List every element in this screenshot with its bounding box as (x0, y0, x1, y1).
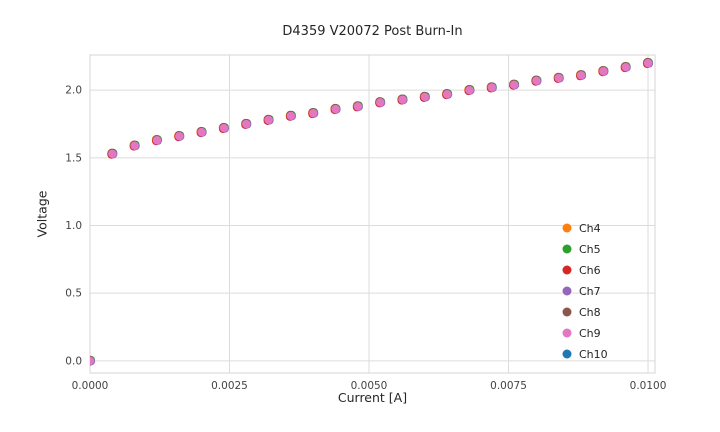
data-point (152, 136, 162, 145)
data-point (242, 119, 251, 129)
legend-marker-ch9 (562, 328, 572, 338)
x-tick-label: 0.0025 (211, 380, 248, 392)
legend-item-ch4: Ch4 (562, 222, 601, 235)
x-tick-label: 0.0000 (72, 380, 109, 392)
legend-marker-ch6 (562, 265, 572, 275)
data-point (465, 85, 474, 95)
legend-item-ch7: Ch7 (562, 285, 601, 298)
data-point (554, 73, 563, 83)
x-tick-label: 0.0050 (351, 380, 388, 392)
y-tick-label: 0.5 (65, 288, 82, 300)
data-point (175, 131, 184, 141)
gridlines (89, 55, 655, 373)
legend-label: Ch6 (579, 264, 601, 277)
data-point (353, 102, 363, 111)
data-point (375, 98, 385, 107)
series-ch6 (90, 59, 652, 366)
data-point (576, 71, 586, 80)
x-axis-label: Current [A] (337, 390, 408, 405)
series-ch9 (90, 58, 653, 366)
legend-item-ch8: Ch8 (562, 306, 601, 319)
legend-marker-ch8 (562, 307, 572, 317)
data-point (532, 76, 541, 85)
legend-marker-ch7 (562, 286, 572, 296)
data-point (442, 90, 452, 99)
legend-label: Ch5 (579, 243, 601, 256)
legend-label: Ch10 (579, 348, 608, 361)
chart-title: D4359 V20072 Post Burn-In (282, 24, 463, 39)
legend-label: Ch7 (579, 285, 601, 298)
data-point (108, 149, 117, 158)
data-point (398, 95, 407, 104)
data-point (219, 123, 229, 133)
legend: Ch4 Ch5 Ch6 Ch7 Ch8 Ch9 Ch10 (562, 222, 608, 361)
data-point (331, 104, 340, 114)
legend-label: Ch8 (579, 306, 601, 319)
plot-border (89, 54, 656, 374)
data-point (309, 108, 318, 118)
data-point (130, 141, 139, 150)
legend-marker-ch10 (562, 349, 572, 359)
legend-label: Ch9 (579, 327, 601, 340)
data-point (487, 83, 496, 92)
x-tick-label: 0.0075 (490, 380, 527, 392)
series-ch5 (90, 58, 654, 365)
y-tick-label: 1.5 (65, 152, 82, 164)
legend-item-ch9: Ch9 (562, 327, 601, 340)
data-point (197, 127, 206, 137)
x-tick-label: 0.0100 (630, 380, 667, 392)
data-point (509, 80, 519, 89)
y-axis-label: Voltage (34, 190, 50, 238)
legend-item-ch5: Ch5 (562, 243, 601, 256)
data-point (90, 356, 95, 366)
y-tick-label: 2.0 (65, 85, 82, 97)
data-points-layer (90, 57, 654, 366)
data-point (599, 67, 608, 76)
series-ch7 (90, 59, 654, 366)
y-tick-label: 0.0 (65, 355, 82, 367)
legend-marker-ch4 (562, 223, 572, 233)
series-ch4 (90, 58, 652, 365)
y-tick-label: 1.0 (65, 220, 82, 232)
legend-item-ch6: Ch6 (562, 264, 601, 277)
tick-labels: 0.0000 0.0025 0.0050 0.0075 0.0100 0.0 0.5 1.0 1… (65, 85, 666, 392)
legend-marker-ch5 (562, 244, 572, 254)
data-point (643, 58, 653, 68)
legend-item-ch10: Ch10 (562, 348, 608, 361)
data-point (621, 62, 630, 72)
data-point (420, 92, 430, 102)
legend-label: Ch4 (579, 222, 601, 235)
data-point (286, 111, 296, 121)
data-point (264, 115, 273, 125)
